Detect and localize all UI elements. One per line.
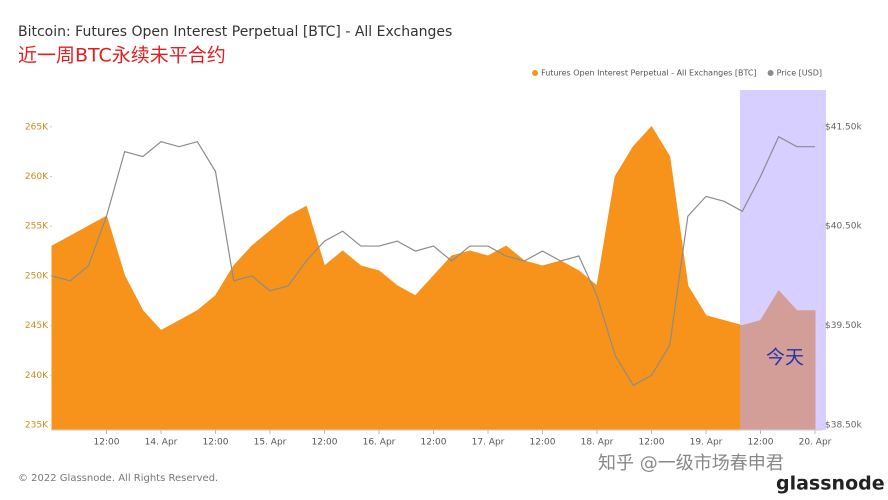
legend-label: Price [USD] [777,69,822,78]
brand: glassnode [776,473,885,495]
y-tick-label: 265K [25,122,49,132]
x-tick-label: 12:00 [421,438,447,448]
y2-tick-label: $39.50k [825,321,862,331]
footer: © 2022 Glassnode. All Rights Reserved. [18,473,218,484]
y2-tick-label: $41.50k [825,122,862,132]
y2-tick-label: $40.50k [825,222,862,232]
x-tick-label: 20. Apr [799,438,832,448]
chart-title: Bitcoin: Futures Open Interest Perpetual… [18,24,452,40]
legend-label: Futures Open Interest Perpetual - All Ex… [541,69,757,78]
y-tick-label: 260K [25,172,49,182]
subtitle: 近一周BTC永续未平合约 [18,45,226,67]
x-tick-label: 12:00 [748,438,774,448]
y-tick-label: 250K [25,271,49,281]
y-tick-label: 255K [25,222,49,232]
x-tick-label: 17. Apr [472,438,505,448]
price-line [51,135,815,387]
y2-tick-label: $38.50k [825,421,862,431]
open-interest-area [51,125,816,431]
x-tick-label: 14. Apr [145,438,178,448]
y-tick-label: 240K [25,371,49,381]
y-tick-label: 245K [25,321,49,331]
x-tick-label: 16. Apr [363,438,396,448]
x-tick-label: 12:00 [94,438,120,448]
y-tick-label: 235K [25,421,49,431]
x-tick-label: 12:00 [203,438,229,448]
x-tick-label: 18. Apr [581,438,614,448]
annotation: 今天 [766,347,804,369]
highlight-band [740,90,826,430]
x-tick-label: 12:00 [312,438,338,448]
legend-swatch [532,70,539,76]
x-tick-label: 12:00 [639,438,665,448]
x-tick-label: 19. Apr [690,438,723,448]
watermark: 知乎 @一级市场春申君 [598,453,784,474]
x-tick-label: 15. Apr [254,438,287,448]
legend-swatch [767,70,774,76]
x-tick-label: 12:00 [530,438,556,448]
